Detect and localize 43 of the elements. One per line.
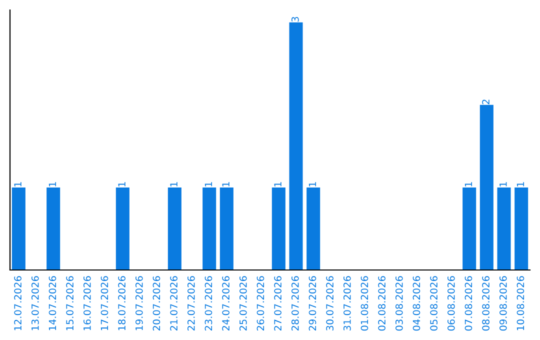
x-tick-label: 12.07.2026 — [14, 276, 22, 330]
x-tick-label: 15.07.2026 — [66, 276, 74, 330]
x-tick-label: 19.07.2026 — [135, 276, 143, 330]
x-tick-label: 24.07.2026 — [222, 276, 230, 331]
data-label: 1 — [222, 182, 230, 186]
x-tick-label: 22.07.2026 — [187, 276, 195, 331]
x-tick-label: 04.08.2026 — [412, 276, 420, 331]
x-tick-label: 28.07.2026 — [291, 276, 299, 331]
x-tick-label: 17.07.2026 — [100, 276, 108, 330]
data-label: 1 — [204, 182, 212, 186]
x-tick-label: 03.08.2026 — [395, 276, 403, 331]
x-tick-label: 01.08.2026 — [360, 276, 368, 331]
data-label: 3 — [291, 16, 299, 22]
x-tick-label: 10.08.2026 — [516, 276, 524, 330]
data-label: 1 — [170, 182, 178, 186]
data-label: 1 — [500, 182, 507, 186]
data-label: 1 — [118, 182, 126, 186]
x-tick-label: 14.07.2026 — [48, 276, 56, 330]
x-tick-label: 02.08.2026 — [378, 276, 386, 331]
x-tick-label: 09.08.2026 — [499, 276, 507, 331]
data-label: 1 — [308, 182, 316, 186]
data-label: 1 — [274, 182, 282, 186]
x-tick-label: 29.07.2026 — [308, 276, 316, 331]
x-tick-label: 25.07.2026 — [239, 276, 247, 331]
x-tick-label: 06.08.2026 — [447, 276, 455, 331]
x-tick-label: 08.08.2026 — [482, 276, 490, 331]
data-label: 1 — [14, 182, 22, 186]
data-label: 2 — [482, 100, 490, 104]
x-tick-label: 21.07.2026 — [170, 276, 178, 331]
data-label: 1 — [516, 182, 524, 186]
x-tick-label: 16.07.2026 — [83, 276, 91, 330]
x-tick-label: 18.07.2026 — [118, 276, 126, 330]
x-tick-label: 26.07.2026 — [256, 276, 264, 331]
x-tick-label: 13.07.2026 — [31, 276, 39, 330]
x-tick-label: 27.07.2026 — [274, 276, 282, 331]
x-tick-label: 07.08.2026 — [464, 276, 472, 331]
x-tick-label: 23.07.2026 — [204, 276, 212, 331]
data-label: 1 — [464, 182, 472, 186]
x-tick-label: 20.07.2026 — [152, 276, 160, 331]
x-tick-label: 30.07.2026 — [326, 276, 334, 330]
x-tick-label: 05.08.2026 — [430, 276, 438, 331]
data-label: 1 — [48, 182, 56, 186]
x-tick-label: 31.07.2026 — [343, 276, 351, 330]
